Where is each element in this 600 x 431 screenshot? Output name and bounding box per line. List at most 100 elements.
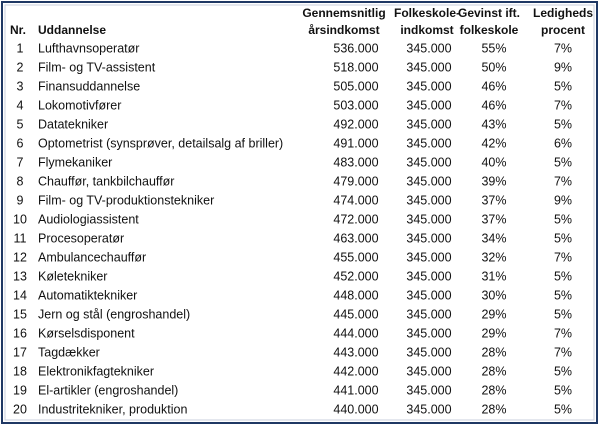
cell: 345.000 <box>406 98 451 112</box>
cell: 20 <box>13 402 27 416</box>
cell: 40% <box>481 155 506 169</box>
cell: 7% <box>554 41 572 55</box>
cell: 5% <box>554 212 572 226</box>
cell: 345.000 <box>406 60 451 74</box>
cell: 18 <box>13 364 27 378</box>
cell: 491.000 <box>333 136 378 150</box>
cell: 32% <box>481 250 506 264</box>
row-label: Audiologiassistent <box>38 212 139 226</box>
cell: 463.000 <box>333 231 378 245</box>
row-label: Procesoperatør <box>38 231 124 245</box>
row-label: Film- og TV-assistent <box>38 60 156 74</box>
cell: 5% <box>554 288 572 302</box>
cell: 31% <box>481 269 506 283</box>
row-label: Lufthavnsoperatør <box>38 41 139 55</box>
cell: 445.000 <box>333 307 378 321</box>
header-cell: folkeskole <box>460 23 519 37</box>
cell: 5 <box>17 117 24 131</box>
cell: 7% <box>554 98 572 112</box>
cell: 5% <box>554 383 572 397</box>
cell: 345.000 <box>406 288 451 302</box>
cell: 7% <box>554 345 572 359</box>
header-cell: Gevinst ift. <box>458 6 520 20</box>
cell: 345.000 <box>406 174 451 188</box>
cell: 29% <box>481 307 506 321</box>
row-label: Elektronikfagtekniker <box>38 364 154 378</box>
cell: 5% <box>554 155 572 169</box>
cell: 15 <box>13 307 27 321</box>
cell: 3 <box>17 79 24 93</box>
cell: 345.000 <box>406 383 451 397</box>
cell: 39% <box>481 174 506 188</box>
cell: 503.000 <box>333 98 378 112</box>
header-cell: Nr. <box>10 23 26 37</box>
cell: 7% <box>554 174 572 188</box>
cell: 55% <box>481 41 506 55</box>
cell: 34% <box>481 231 506 245</box>
row-label: Chauffør, tankbilchauffør <box>38 174 174 188</box>
cell: 345.000 <box>406 136 451 150</box>
row-label: Finansuddannelse <box>38 79 140 93</box>
cell: 7 <box>17 155 24 169</box>
cell: 43% <box>481 117 506 131</box>
cell: 28% <box>481 345 506 359</box>
cell: 5% <box>554 402 572 416</box>
cell: 345.000 <box>406 269 451 283</box>
cell: 9% <box>554 193 572 207</box>
cell: 441.000 <box>333 383 378 397</box>
cell: 5% <box>554 117 572 131</box>
cell: 37% <box>481 193 506 207</box>
row-label: Ambulancechauffør <box>38 250 146 264</box>
cell: 2 <box>17 60 24 74</box>
cell: 46% <box>481 98 506 112</box>
cell: 13 <box>13 269 27 283</box>
cell: 345.000 <box>406 250 451 264</box>
cell: 345.000 <box>406 41 451 55</box>
cell: 345.000 <box>406 155 451 169</box>
header-cell: årsindkomst <box>308 23 379 37</box>
cell: 492.000 <box>333 117 378 131</box>
cell: 10 <box>13 212 27 226</box>
row-label: El-artikler (engroshandel) <box>38 383 178 397</box>
cell: 17 <box>13 345 27 359</box>
row-label: Optometrist (synsprøver, detailsalg af b… <box>38 136 283 150</box>
cell: 5% <box>554 307 572 321</box>
cell: 6% <box>554 136 572 150</box>
header-cell: indkomst <box>400 23 453 37</box>
cell: 8 <box>17 174 24 188</box>
cell: 9% <box>554 60 572 74</box>
cell: 29% <box>481 326 506 340</box>
cell: 345.000 <box>406 364 451 378</box>
header-cell: Folkeskole- <box>394 6 460 20</box>
cell: 12 <box>13 250 27 264</box>
cell: 443.000 <box>333 345 378 359</box>
row-label: Flymekaniker <box>38 155 112 169</box>
cell: 37% <box>481 212 506 226</box>
cell: 479.000 <box>333 174 378 188</box>
header-cell: Uddannelse <box>38 23 106 37</box>
cell: 444.000 <box>333 326 378 340</box>
header-cell: procent <box>541 23 585 37</box>
cell: 452.000 <box>333 269 378 283</box>
cell: 345.000 <box>406 326 451 340</box>
cell: 9 <box>17 193 24 207</box>
cell: 4 <box>17 98 24 112</box>
cell: 472.000 <box>333 212 378 226</box>
cell: 440.000 <box>333 402 378 416</box>
cell: 5% <box>554 231 572 245</box>
cell: 5% <box>554 269 572 283</box>
cell: 28% <box>481 402 506 416</box>
cell: 5% <box>554 364 572 378</box>
cell: 345.000 <box>406 307 451 321</box>
row-label: Lokomotivfører <box>38 98 121 112</box>
cell: 6 <box>17 136 24 150</box>
row-label: Automatiktekniker <box>38 288 137 302</box>
cell: 46% <box>481 79 506 93</box>
row-label: Kørselsdisponent <box>38 326 135 340</box>
cell: 536.000 <box>333 41 378 55</box>
row-label: Film- og TV-produktionstekniker <box>38 193 214 207</box>
cell: 28% <box>481 364 506 378</box>
cell: 345.000 <box>406 79 451 93</box>
table-border <box>1 1 598 424</box>
